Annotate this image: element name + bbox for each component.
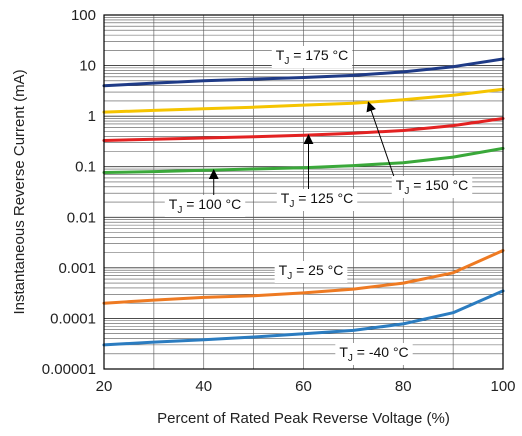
y-tick-label: 1	[88, 108, 96, 125]
y-tick-label: 0.001	[58, 260, 96, 277]
series-label-text: TJ = 100 °C	[169, 196, 241, 216]
grid	[104, 15, 503, 370]
series-line	[102, 57, 505, 88]
y-tick-label: 0.01	[67, 209, 96, 226]
series-label: TJ = -40 °C	[335, 343, 413, 365]
y-axis-title: Instantaneous Reverse Current (mA)	[11, 69, 28, 314]
x-tick-label: 80	[395, 378, 412, 395]
plot-frame	[103, 14, 504, 370]
x-tick-labels: 20 40 60 80 100	[96, 378, 516, 395]
series-label: TJ = 150 °C	[366, 101, 473, 198]
annotations: TJ = 175 °C TJ = 150 °C TJ = 125 °C TJ = 10…	[164, 46, 473, 365]
series-line	[102, 249, 505, 305]
series-line	[102, 289, 505, 347]
series-label-text: TJ = 125 °C	[281, 190, 353, 210]
x-axis-title: Percent of Rated Peak Reverse Voltage (%…	[157, 410, 450, 427]
x-tick-label: 20	[96, 378, 113, 395]
x-tick-label: 60	[295, 378, 312, 395]
y-tick-label: 100	[71, 7, 96, 24]
series-label: TJ = 100 °C	[164, 169, 246, 217]
series-line	[102, 146, 505, 174]
y-tick-label: 0.00001	[42, 361, 96, 378]
series-label-text: TJ = 175 °C	[276, 47, 348, 67]
series-line	[102, 87, 505, 114]
x-tick-label: 100	[490, 378, 515, 395]
y-tick-label: 0.1	[75, 159, 96, 176]
label-arrow	[366, 101, 395, 177]
series-label: TJ = 25 °C	[274, 261, 348, 283]
series-label-text: TJ = -40 °C	[339, 344, 408, 364]
series-label: TJ = 125 °C	[276, 133, 358, 211]
y-tick-label: 0.0001	[50, 310, 96, 327]
series-label-text: TJ = 150 °C	[396, 177, 468, 197]
x-tick-label: 40	[195, 378, 212, 395]
series-label: TJ = 175 °C	[271, 46, 353, 68]
y-tick-label: 10	[79, 58, 96, 75]
y-tick-labels: 0.00001 0.0001 0.001 0.01 0.1 1 10 100	[42, 7, 96, 378]
series-label-text: TJ = 25 °C	[279, 262, 344, 282]
